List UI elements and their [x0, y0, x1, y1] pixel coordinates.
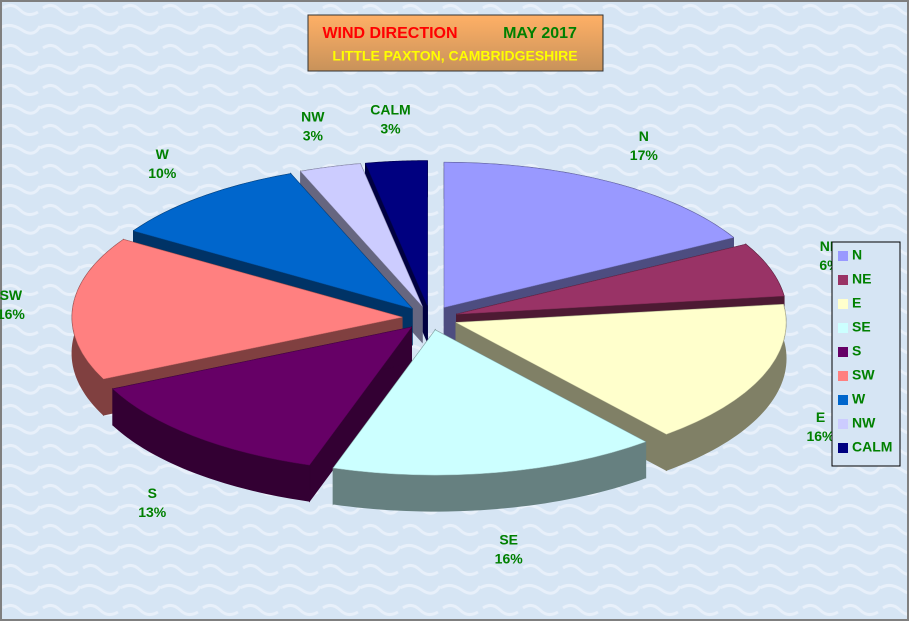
legend-swatch [838, 371, 848, 381]
pie-slice [365, 160, 428, 306]
legend-swatch [838, 395, 848, 405]
pie-slice [444, 162, 734, 308]
data-label-category: NW [301, 108, 325, 124]
data-label-category: N [639, 128, 649, 144]
pie-slice [132, 173, 413, 309]
chart-title: WIND DIRECTION [322, 25, 457, 42]
legend-swatch [838, 251, 848, 261]
legend-label: E [852, 295, 861, 311]
legend: N NE E SE S SW W NW CALM [831, 241, 901, 467]
legend-label: NE [852, 271, 871, 287]
title-box [307, 14, 604, 72]
data-label-value: 10% [148, 165, 177, 181]
pie-slice [456, 244, 785, 315]
legend-label: NW [852, 415, 876, 431]
data-label-value: 16% [0, 306, 25, 322]
pie-slice [332, 329, 647, 476]
data-label-value: 16% [806, 428, 835, 444]
legend-label: SW [852, 367, 875, 383]
legend-swatch [838, 347, 848, 357]
data-label-category: SW [0, 287, 23, 303]
pie-slice [112, 326, 413, 466]
legend-label: SE [852, 319, 871, 335]
data-label-value: 3% [303, 127, 324, 143]
data-label-category: S [148, 485, 157, 501]
data-label-value: 17% [630, 147, 659, 163]
data-label-category: W [156, 146, 170, 162]
legend-swatch [838, 419, 848, 429]
legend-swatch [838, 323, 848, 333]
legend-label: W [852, 391, 866, 407]
legend-label: CALM [852, 439, 892, 455]
data-label-category: CALM [370, 101, 410, 117]
pie-slice [455, 304, 787, 435]
data-label-value: 16% [495, 550, 524, 566]
legend-swatch [838, 443, 848, 453]
legend-swatch [838, 275, 848, 285]
chart-subtitle: LITTLE PAXTON, CAMBRIDGESHIRE [332, 48, 577, 64]
chart-title-date: MAY 2017 [503, 25, 577, 42]
legend-label: N [852, 247, 862, 263]
data-label-value: 3% [380, 120, 401, 136]
data-label-value: 13% [138, 504, 167, 520]
data-label-category: SE [499, 531, 518, 547]
legend-swatch [838, 299, 848, 309]
pie-slice [300, 163, 423, 307]
pie-slice [71, 239, 403, 380]
legend-label: S [852, 343, 861, 359]
data-label-category: E [816, 409, 825, 425]
